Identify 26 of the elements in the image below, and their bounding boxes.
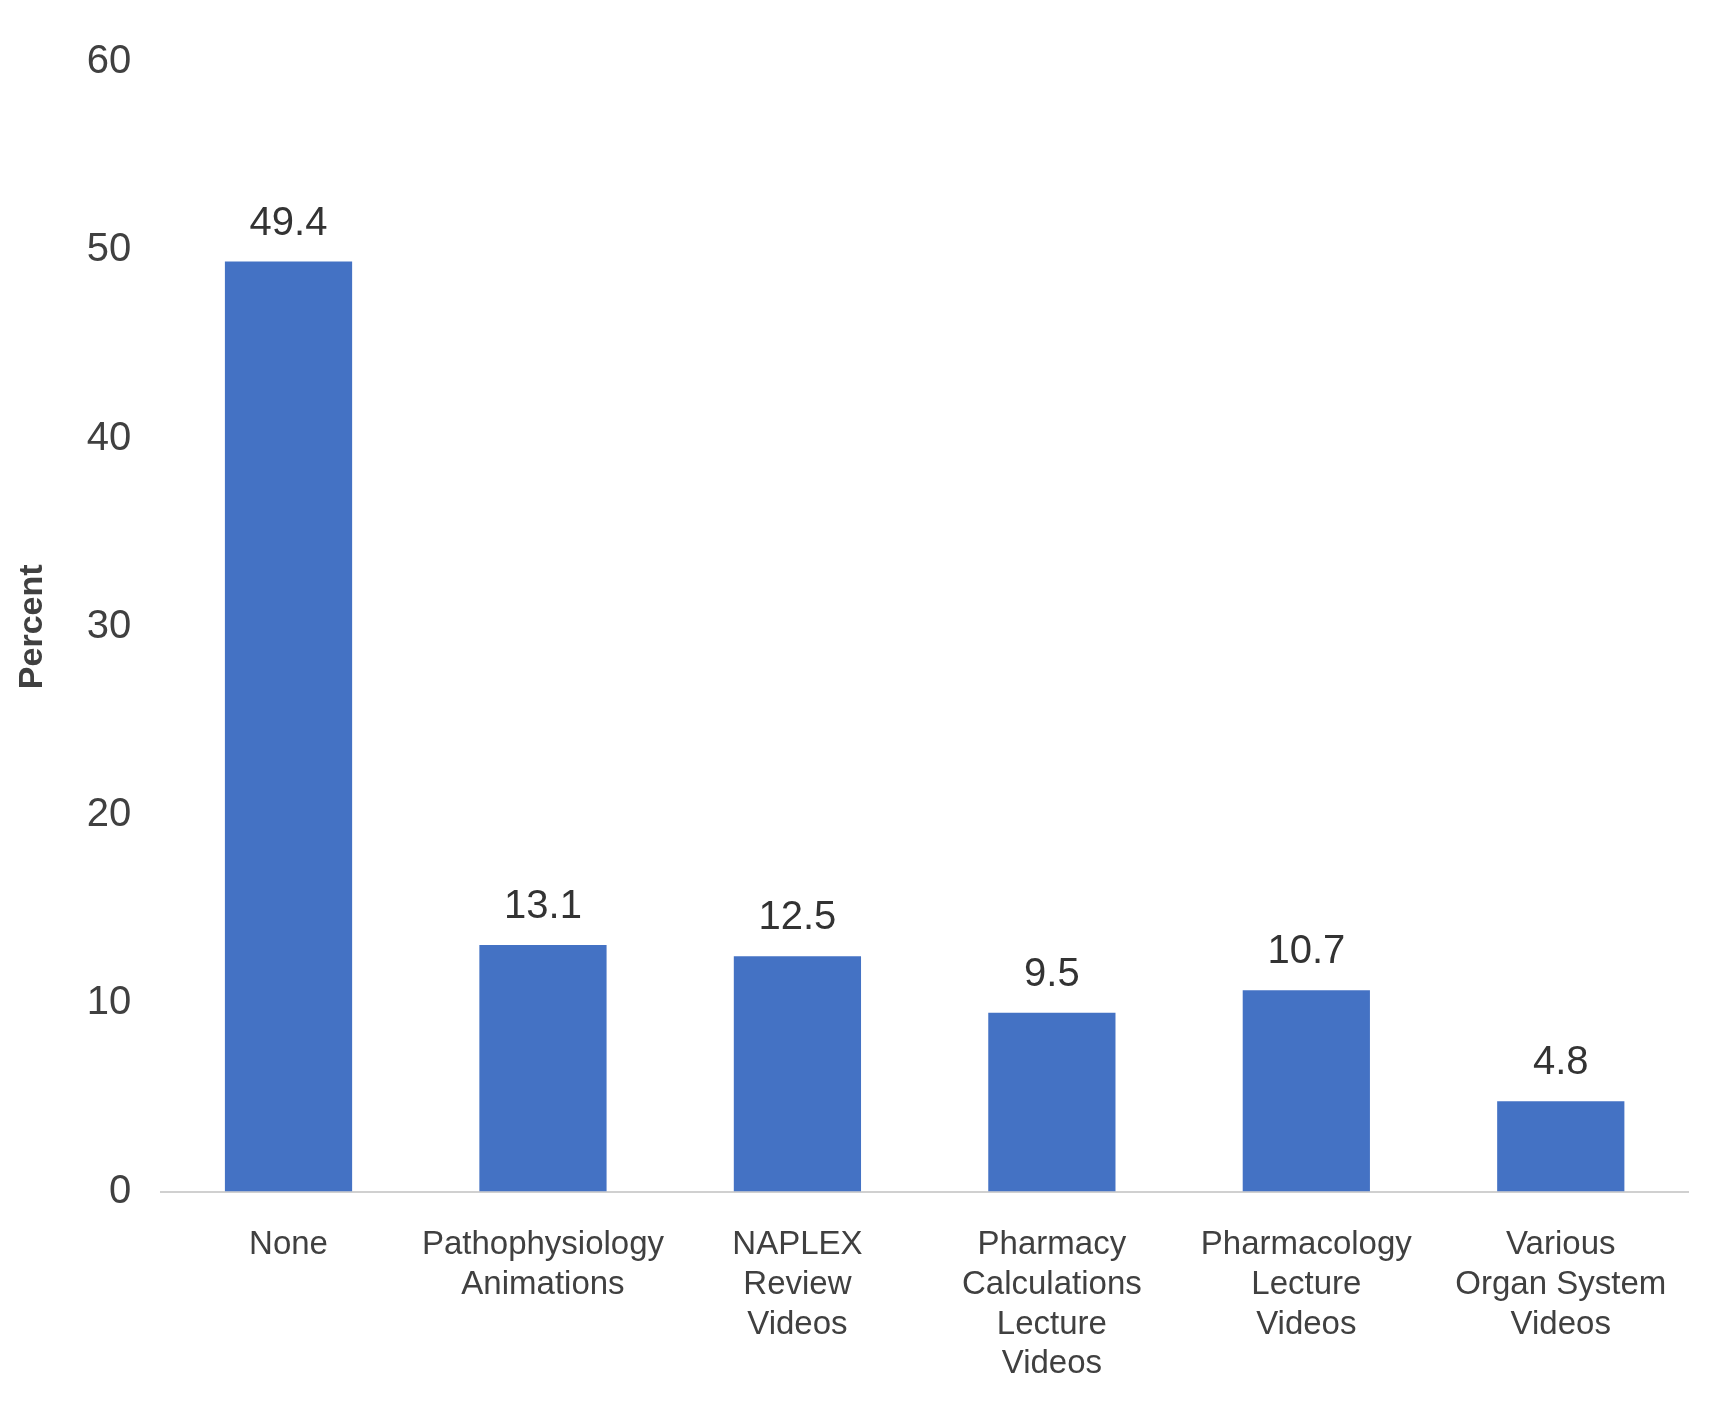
bar [1497, 1101, 1625, 1192]
y-tick-label: 60 [86, 37, 132, 82]
x-tick-label: NAPLEX Review Videos [732, 1224, 863, 1341]
y-tick-label: 40 [86, 413, 132, 458]
data-label: 12.5 [758, 893, 837, 938]
y-tick-label: 30 [86, 601, 132, 646]
data-label: 10.7 [1267, 927, 1346, 972]
x-tick-label: Pathophysiology Animations [421, 1224, 665, 1302]
bar [988, 1012, 1116, 1192]
x-tick-label: Pharmacy Calculations Lecture Videos [961, 1224, 1142, 1381]
x-tick-label: Various Organ System Videos [1455, 1224, 1667, 1341]
bar [224, 261, 353, 1192]
y-tick-label: 20 [86, 790, 132, 835]
data-label: 13.1 [504, 882, 582, 926]
data-label: 9.5 [1024, 949, 1080, 994]
y-tick-label: 10 [86, 978, 132, 1023]
bar [479, 944, 607, 1192]
data-label: 49.4 [249, 198, 328, 243]
data-label: 4.8 [1532, 1038, 1589, 1083]
y-tick-label: 50 [86, 225, 132, 270]
bar [1242, 990, 1370, 1192]
bar [733, 956, 862, 1192]
x-tick-label: None [249, 1224, 328, 1262]
y-axis-title: Percent [10, 564, 49, 690]
y-tick-label: 0 [109, 1166, 132, 1211]
x-tick-label: Pharmacology Lecture Videos [1200, 1224, 1413, 1341]
